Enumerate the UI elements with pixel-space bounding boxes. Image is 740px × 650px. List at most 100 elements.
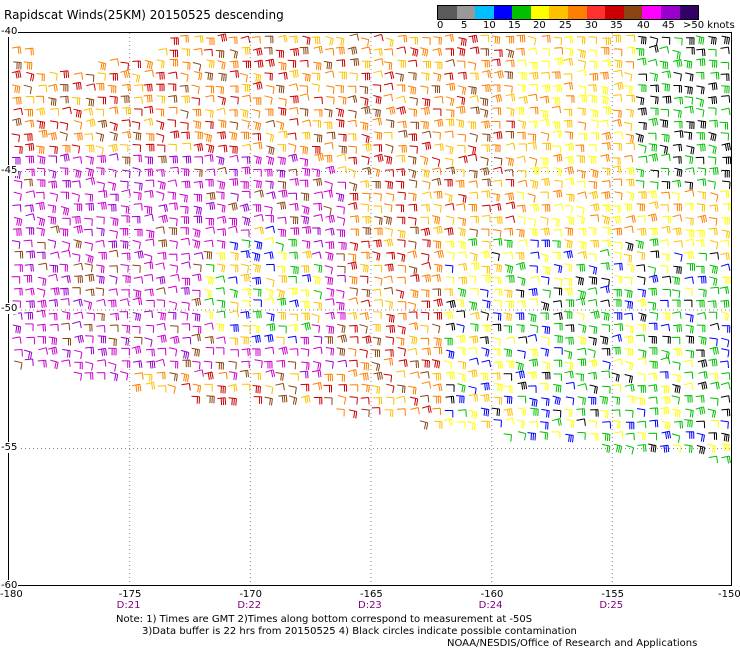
- wind-barb: [697, 381, 708, 390]
- wind-barb: [563, 35, 574, 44]
- wind-barb: [563, 277, 573, 287]
- wind-barb: [695, 35, 705, 45]
- wind-barb: [420, 324, 429, 334]
- wind-barb: [13, 216, 23, 227]
- wind-barb: [383, 287, 394, 295]
- wind-barb: [601, 277, 610, 287]
- wind-barb: [71, 97, 81, 106]
- wind-barb: [301, 205, 310, 215]
- wind-barb: [480, 393, 490, 402]
- wind-barb: [480, 34, 490, 43]
- wind-barb: [241, 348, 251, 356]
- wind-barb: [589, 239, 599, 248]
- wind-barb: [650, 95, 659, 105]
- wind-barb: [300, 192, 310, 202]
- wind-barb: [374, 216, 383, 226]
- wind-barb: [491, 348, 501, 357]
- wind-barb: [132, 289, 142, 299]
- wind-barb: [395, 204, 405, 213]
- wind-barb: [311, 168, 321, 178]
- wind-barb: [635, 168, 645, 178]
- wind-barb: [493, 238, 503, 246]
- wind-barb: [216, 107, 226, 115]
- wind-barb: [684, 395, 693, 403]
- wind-barb: [336, 289, 345, 299]
- wind-barb: [504, 417, 515, 425]
- wind-barb: [432, 323, 441, 334]
- wind-barb: [446, 299, 456, 309]
- wind-barb: [587, 359, 598, 368]
- wind-barb: [205, 120, 214, 130]
- wind-barb: [383, 155, 393, 165]
- wind-barb: [289, 107, 299, 115]
- wind-barb: [252, 81, 263, 90]
- wind-barb: [397, 347, 406, 357]
- wind-barb: [493, 131, 503, 140]
- wind-barb: [649, 201, 659, 210]
- wind-barb: [721, 325, 731, 333]
- wind-barb: [421, 98, 431, 107]
- wind-barb: [61, 275, 71, 284]
- wind-barb: [349, 58, 360, 67]
- wind-barb: [482, 133, 491, 142]
- wind-barb: [649, 72, 658, 82]
- wind-barb: [647, 301, 657, 311]
- wind-barb: [217, 203, 226, 213]
- wind-barb: [599, 119, 609, 128]
- wind-barb: [335, 192, 345, 202]
- wind-barb: [325, 298, 335, 306]
- wind-barb: [625, 133, 635, 143]
- wind-barb: [565, 299, 575, 307]
- wind-barb: [192, 325, 202, 334]
- wind-barb: [636, 334, 646, 343]
- wind-barb: [373, 264, 383, 273]
- wind-barb: [661, 253, 670, 262]
- wind-barb: [683, 131, 693, 140]
- wind-barb: [397, 59, 406, 68]
- wind-barb: [527, 334, 538, 342]
- wind-barb: [444, 288, 453, 297]
- wind-barb: [218, 119, 227, 129]
- wind-barb: [96, 227, 105, 237]
- wind-barb: [395, 180, 405, 189]
- wind-barb: [552, 240, 561, 249]
- wind-barb: [47, 239, 57, 249]
- wind-barb: [504, 227, 514, 236]
- wind-barb: [25, 213, 36, 221]
- wind-barb: [217, 385, 226, 394]
- wind-barb: [338, 71, 347, 80]
- legend-swatch: [512, 6, 531, 19]
- wind-barb: [24, 47, 34, 56]
- wind-barb: [302, 250, 312, 259]
- wind-barb: [467, 369, 478, 378]
- wind-barb: [492, 312, 502, 321]
- wind-barb: [121, 289, 130, 297]
- wind-barb: [384, 48, 394, 56]
- wind-barb: [25, 96, 35, 104]
- wind-barb: [288, 83, 299, 91]
- wind-barb: [493, 179, 503, 188]
- wind-barb: [527, 217, 536, 227]
- wind-barb: [337, 359, 348, 368]
- wind-barb: [530, 407, 539, 417]
- wind-barb: [193, 48, 203, 56]
- wind-barb: [168, 95, 178, 103]
- wind-barb: [132, 325, 141, 334]
- legend-label: 0: [437, 20, 444, 31]
- wind-barb: [505, 179, 515, 187]
- wind-barb: [192, 62, 202, 72]
- wind-barb: [648, 347, 658, 355]
- wind-barb: [204, 154, 214, 162]
- wind-barb: [684, 202, 694, 211]
- wind-barb: [505, 48, 515, 59]
- wind-barb: [698, 335, 707, 346]
- wind-barb: [23, 133, 33, 142]
- wind-barb: [577, 121, 587, 131]
- wind-barb: [458, 155, 468, 164]
- wind-barb: [481, 178, 491, 187]
- wind-barb: [685, 313, 694, 323]
- wind-barb: [518, 143, 527, 151]
- wind-barb: [708, 217, 718, 226]
- wind-barb: [697, 120, 707, 129]
- wind-barb: [62, 217, 71, 226]
